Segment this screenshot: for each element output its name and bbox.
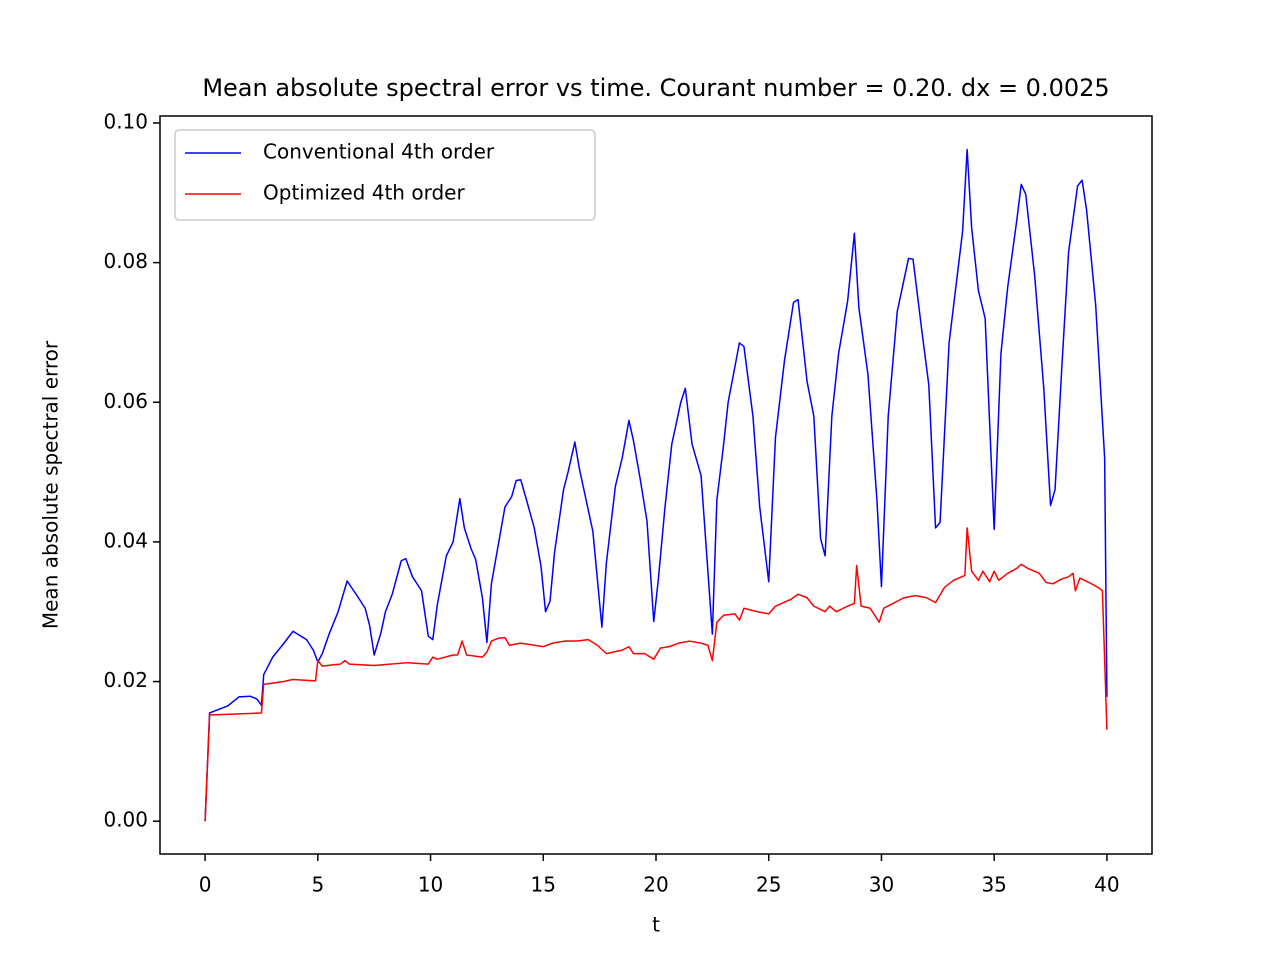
x-tick-label: 30 <box>869 873 894 897</box>
y-axis-label: Mean absolute spectral error <box>39 340 63 629</box>
legend-label: Conventional 4th order <box>263 140 495 164</box>
x-tick-label: 35 <box>981 873 1006 897</box>
y-tick-label: 0.02 <box>103 668 148 692</box>
legend-label: Optimized 4th order <box>263 181 465 205</box>
x-tick-label: 0 <box>199 873 212 897</box>
y-tick-label: 0.10 <box>103 109 148 133</box>
x-tick-label: 25 <box>756 873 781 897</box>
y-tick-label: 0.00 <box>103 808 148 832</box>
x-tick-label: 15 <box>531 873 556 897</box>
plot-frame <box>159 115 1153 855</box>
y-tick-label: 0.06 <box>103 389 148 413</box>
x-axis-label: t <box>652 913 660 937</box>
y-tick-label: 0.04 <box>103 528 148 552</box>
x-tick-label: 40 <box>1094 873 1119 897</box>
legend-box <box>174 129 596 221</box>
x-tick-label: 5 <box>311 873 324 897</box>
series-line <box>204 148 1108 822</box>
chart-title: Mean absolute spectral error vs time. Co… <box>202 74 1109 102</box>
x-tick-label: 20 <box>643 873 668 897</box>
series-line <box>204 527 1108 822</box>
y-tick-label: 0.08 <box>103 249 148 273</box>
x-tick-label: 10 <box>418 873 443 897</box>
